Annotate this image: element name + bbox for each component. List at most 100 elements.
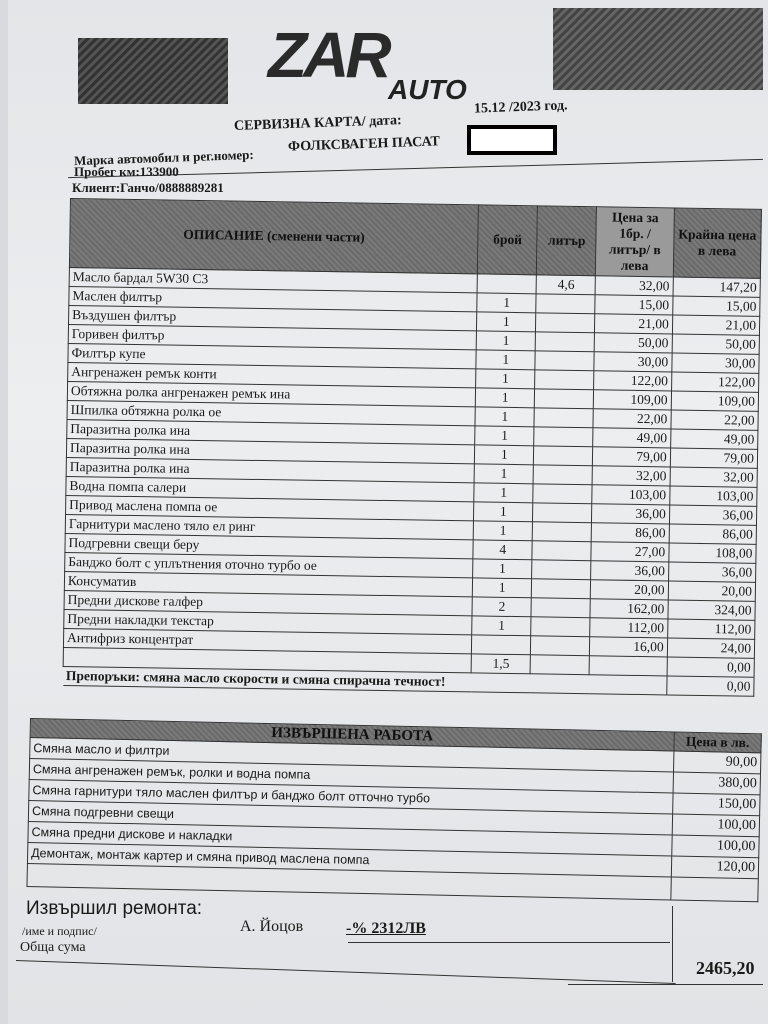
work-table: ИЗВЪРШЕНА РАБОТА Цена в лв. Смяна масло … xyxy=(26,718,762,902)
mechanic-name: А. Йоцов xyxy=(240,918,304,935)
part-liters xyxy=(531,578,592,599)
part-qty: 1 xyxy=(475,387,535,408)
part-qty: 1 xyxy=(473,501,534,522)
redacted-plate xyxy=(467,125,557,155)
client: Клиент:Ганчо/0888889281 xyxy=(72,180,224,195)
part-total: 15,00 xyxy=(672,295,761,317)
part-liters xyxy=(534,369,595,390)
work-price: 100,00 xyxy=(671,834,760,858)
part-total: 32,00 xyxy=(669,466,758,488)
empty-cell xyxy=(670,876,759,902)
part-unit-price: 162,00 xyxy=(590,598,668,619)
part-qty: 1 xyxy=(474,463,534,484)
part-qty xyxy=(477,273,537,294)
part-total: 112,00 xyxy=(667,618,755,640)
part-liters xyxy=(530,654,590,675)
car-value: ФОЛКСВАГЕН ПАСАТ xyxy=(287,134,441,155)
part-qty: 1 xyxy=(471,615,532,636)
part-liters xyxy=(534,407,594,428)
parts-header-row: ОПИСАНИЕ (сменени части) брой литър Цена… xyxy=(69,198,762,279)
part-unit-price: 21,00 xyxy=(594,313,673,334)
part-qty: 1 xyxy=(474,425,535,446)
name-sign-label: /име и подпис/ xyxy=(22,924,97,938)
mileage: Пробег км:133900 xyxy=(74,164,179,179)
part-total: 147,20 xyxy=(672,276,761,298)
part-unit-price: 16,00 xyxy=(589,636,668,657)
part-unit-price: 27,00 xyxy=(591,541,669,562)
grand-total: 2465,20 xyxy=(696,958,755,978)
work-price: 380,00 xyxy=(673,771,761,795)
part-unit-price: 36,00 xyxy=(591,560,669,581)
header-liters: литър xyxy=(536,205,597,276)
work-price: 150,00 xyxy=(672,792,761,816)
parts-table: ОПИСАНИЕ (сменени части) брой литър Цена… xyxy=(62,198,762,697)
part-total: 108,00 xyxy=(668,542,757,564)
part-liters xyxy=(535,312,596,333)
part-total: 79,00 xyxy=(670,447,758,469)
part-qty: 2 xyxy=(472,596,532,617)
part-unit-price: 15,00 xyxy=(595,294,673,315)
card-title: СЕРВИЗНА КАРТА/ дата: xyxy=(233,113,402,134)
part-qty: 1,5 xyxy=(471,653,531,674)
header-total: Крайна цена в лева xyxy=(673,207,762,279)
part-unit-price: 30,00 xyxy=(594,351,672,372)
total-label: Обща сума xyxy=(20,940,86,955)
work-price: 100,00 xyxy=(672,813,760,837)
part-liters xyxy=(535,350,595,371)
part-qty: 1 xyxy=(475,368,536,389)
part-unit-price: 36,00 xyxy=(591,503,670,524)
header-description: ОПИСАНИЕ (сменени части) xyxy=(69,198,479,274)
mechanic-logo-image xyxy=(78,38,228,104)
recommendation-total: 0,00 xyxy=(666,675,755,697)
part-qty: 1 xyxy=(473,520,533,541)
work-price: 120,00 xyxy=(671,855,759,879)
part-qty: 1 xyxy=(473,482,534,503)
part-unit-price: 109,00 xyxy=(593,389,672,410)
part-qty xyxy=(471,634,532,655)
part-liters xyxy=(533,426,594,447)
part-qty: 1 xyxy=(476,349,536,370)
part-liters xyxy=(531,597,591,618)
part-liters xyxy=(532,502,593,523)
part-qty: 1 xyxy=(475,406,535,427)
part-unit-price: 86,00 xyxy=(591,522,670,543)
part-unit-price: 32,00 xyxy=(595,275,674,296)
tools-logo-image xyxy=(553,8,763,90)
service-card: ZAR AUTO СЕРВИЗНА КАРТА/ дата: 15.12 /20… xyxy=(8,0,768,1024)
part-unit-price: 50,00 xyxy=(594,332,673,353)
part-liters xyxy=(531,616,591,637)
part-total: 21,00 xyxy=(672,314,760,336)
part-liters xyxy=(530,635,591,656)
date: 15.12 /2023 год. xyxy=(473,98,568,117)
part-qty: 1 xyxy=(476,292,537,313)
part-qty: 1 xyxy=(474,444,534,465)
part-liters xyxy=(532,521,592,542)
part-unit-price: 22,00 xyxy=(593,408,671,429)
part-liters xyxy=(533,464,593,485)
part-qty: 1 xyxy=(472,558,533,579)
part-qty: 1 xyxy=(476,311,537,332)
discount-note: -% 2312ЛВ xyxy=(346,920,426,937)
part-total: 49,00 xyxy=(670,428,758,450)
part-qty: 1 xyxy=(472,577,532,598)
header-qty: брой xyxy=(477,204,538,275)
part-qty: 1 xyxy=(476,330,536,351)
brand-logo: ZAR xyxy=(268,19,392,91)
part-liters xyxy=(535,331,595,352)
work-price: 90,00 xyxy=(673,750,761,774)
part-unit-price: 122,00 xyxy=(594,370,672,391)
part-liters xyxy=(534,388,595,409)
header-unit-price: Цена за 1бр. /литър/ в лева xyxy=(595,206,675,277)
work-price-header: Цена в лв. xyxy=(673,731,762,753)
part-total: 36,00 xyxy=(669,504,757,526)
part-unit-price: 103,00 xyxy=(592,484,670,505)
divider xyxy=(15,960,676,985)
part-total: 109,00 xyxy=(670,390,759,412)
part-total: 30,00 xyxy=(671,352,760,374)
part-total: 50,00 xyxy=(671,333,760,355)
part-unit-price: 20,00 xyxy=(590,579,669,600)
part-unit-price xyxy=(589,655,668,676)
part-total: 0,00 xyxy=(666,656,755,678)
part-total: 324,00 xyxy=(667,599,756,621)
divider xyxy=(348,942,670,943)
